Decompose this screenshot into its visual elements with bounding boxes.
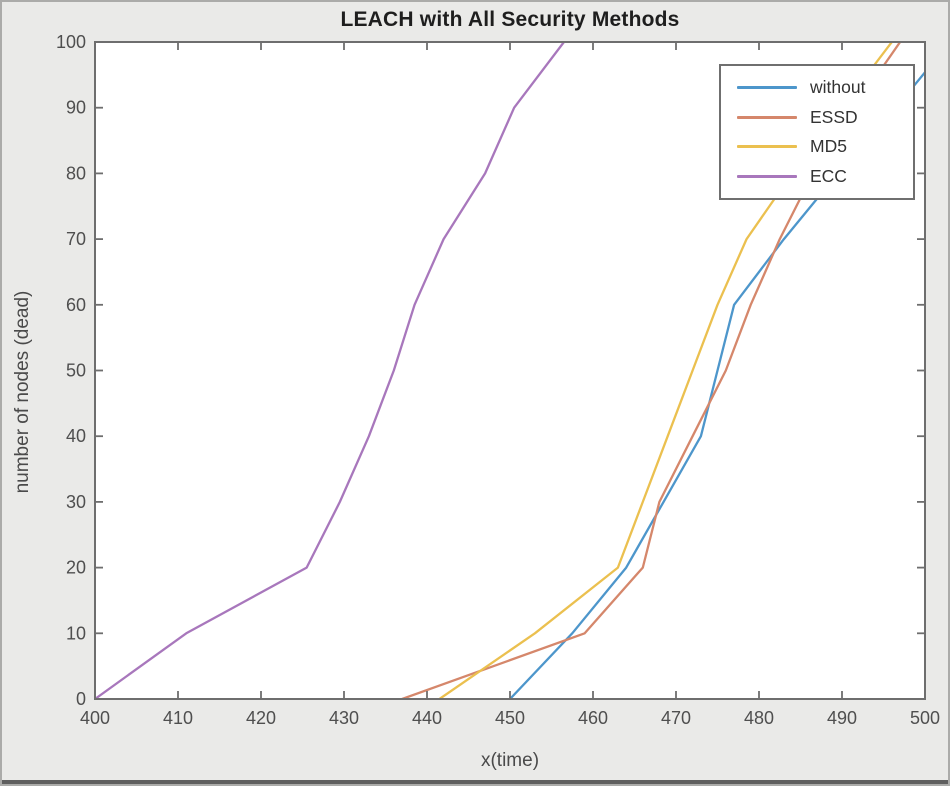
x-tick-label: 420	[246, 708, 276, 728]
y-tick-label: 90	[66, 98, 86, 118]
x-tick-label: 400	[80, 708, 110, 728]
y-tick-label: 20	[66, 558, 86, 578]
legend-label-ECC: ECC	[810, 165, 847, 186]
legend-swatch-ESSD	[737, 115, 797, 119]
y-tick-label: 30	[66, 492, 86, 512]
legend-swatch-MD5	[737, 145, 797, 149]
x-tick-label: 430	[329, 708, 359, 728]
x-tick-label: 450	[495, 708, 525, 728]
y-tick-label: 70	[66, 229, 86, 249]
y-tick-label: 60	[66, 295, 86, 315]
y-tick-label: 100	[56, 32, 86, 52]
x-axis-label: x(time)	[480, 750, 540, 771]
x-tick-label: 490	[827, 708, 857, 728]
legend: without ESSD MD5 ECC	[719, 64, 915, 200]
x-tick-label: 440	[412, 708, 442, 728]
y-tick-label: 80	[66, 163, 86, 183]
legend-entry-without: without	[737, 77, 913, 97]
x-tick-label: 410	[163, 708, 193, 728]
legend-label-ESSD: ESSD	[810, 106, 858, 127]
legend-label-without: without	[810, 77, 866, 97]
x-tick-label: 500	[910, 708, 940, 728]
legend-swatch-without	[737, 86, 797, 90]
legend-entry-MD5: MD5	[737, 136, 913, 156]
legend-entry-ECC: ECC	[737, 165, 913, 186]
x-tick-label: 480	[744, 708, 774, 728]
x-tick-label: 470	[661, 708, 691, 728]
series-line-ECC	[95, 42, 566, 699]
y-tick-label: 40	[66, 426, 86, 446]
legend-swatch-ECC	[737, 174, 797, 178]
y-tick-label: 50	[66, 361, 86, 381]
legend-entry-ESSD: ESSD	[737, 106, 913, 127]
y-tick-label: 10	[66, 623, 86, 643]
legend-label-MD5: MD5	[810, 136, 847, 156]
y-axis-label: number of nodes (dead)	[12, 290, 33, 494]
x-tick-label: 460	[578, 708, 608, 728]
chart-title: LEACH with All Security Methods	[340, 8, 680, 31]
y-tick-label: 0	[76, 689, 86, 709]
